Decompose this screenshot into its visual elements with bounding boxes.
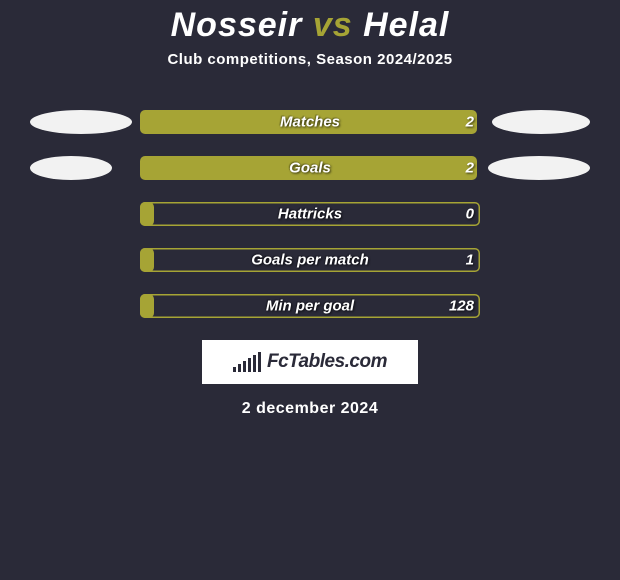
- stat-fill: [140, 248, 154, 272]
- stat-fill: [140, 110, 477, 134]
- player1-name: Nosseir: [171, 6, 303, 44]
- player2-name: Helal: [363, 6, 449, 44]
- stat-value: 128: [449, 298, 474, 315]
- stat-value: 0: [466, 206, 474, 223]
- stat-fill: [140, 202, 154, 226]
- subtitle: Club competitions, Season 2024/2025: [0, 51, 620, 68]
- stat-track: [140, 294, 480, 318]
- stat-row: Goals per match1: [30, 248, 590, 272]
- stat-row: Goals2: [30, 156, 590, 180]
- comparison-title: Nosseir vs Helal: [0, 6, 620, 45]
- stat-fill: [140, 156, 477, 180]
- source-logo: FcTables.com: [202, 340, 418, 384]
- report-date: 2 december 2024: [0, 400, 620, 418]
- right-ellipse-icon: [492, 110, 590, 134]
- stat-fill: [140, 294, 154, 318]
- logo-bars-icon: [233, 352, 261, 372]
- stat-row: Hattricks0: [30, 202, 590, 226]
- stat-track: [140, 248, 480, 272]
- stat-value: 1: [466, 252, 474, 269]
- stat-row: Matches2: [30, 110, 590, 134]
- stat-track: [140, 202, 480, 226]
- right-ellipse-icon: [488, 156, 590, 180]
- logo-text: FcTables.com: [267, 351, 387, 373]
- stat-row: Min per goal128: [30, 294, 590, 318]
- stat-value: 2: [466, 160, 474, 177]
- left-ellipse-icon: [30, 156, 112, 180]
- stat-value: 2: [466, 114, 474, 131]
- stat-rows: Matches2 Goals2 Hattricks0 Goals per match1…: [0, 110, 620, 318]
- vs-label: vs: [313, 6, 353, 44]
- left-ellipse-icon: [30, 110, 132, 134]
